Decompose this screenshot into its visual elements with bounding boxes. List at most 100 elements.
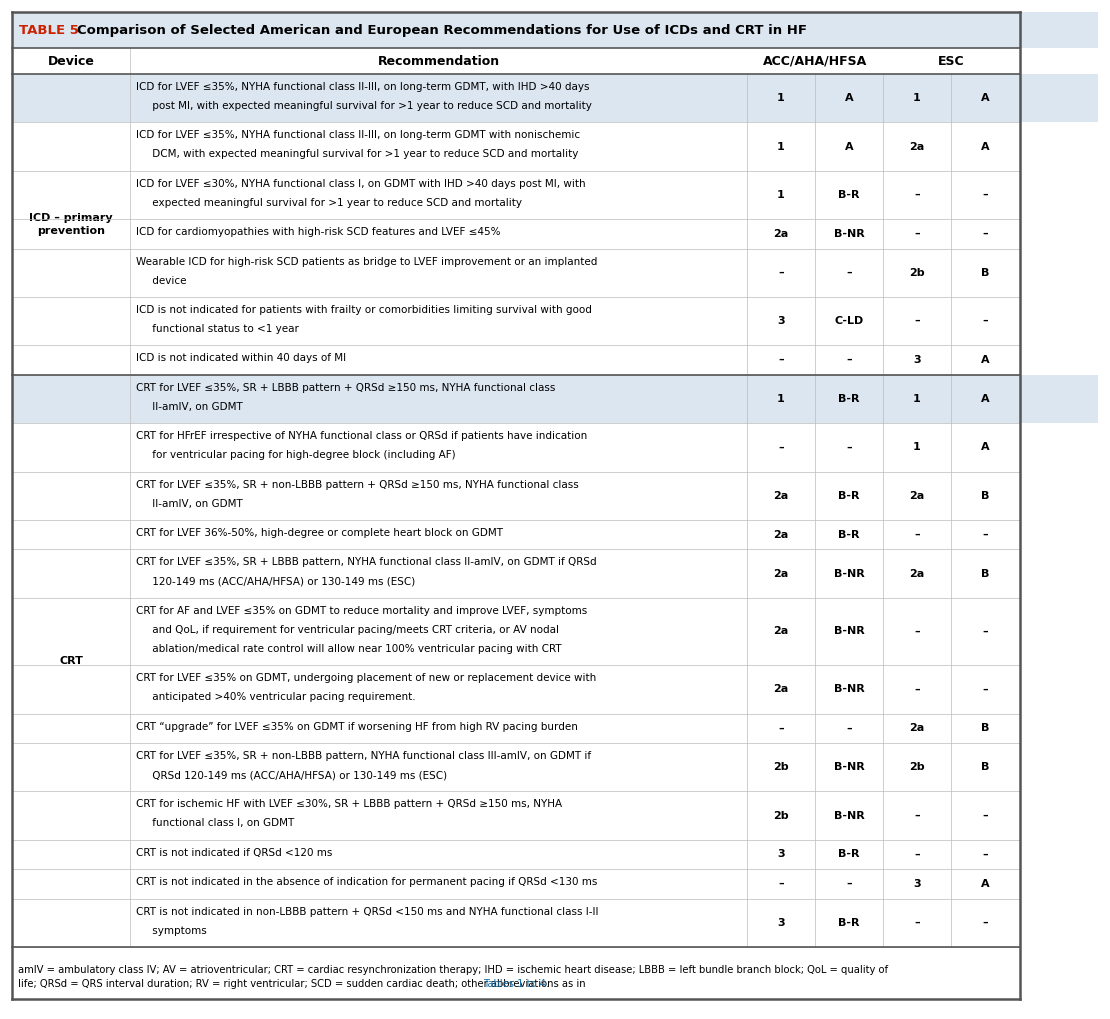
Text: 2a: 2a [774,685,788,694]
Text: B-NR: B-NR [834,810,865,820]
Text: –: – [778,268,784,278]
Text: ICD is not indicated for patients with frailty or comorbidities limiting surviva: ICD is not indicated for patients with f… [137,305,592,315]
Text: B-NR: B-NR [834,685,865,694]
Text: functional status to <1 year: functional status to <1 year [137,324,299,334]
Text: for ventricular pacing for high-degree block (including AF): for ventricular pacing for high-degree b… [137,450,455,461]
Text: life; QRSd = QRS interval duration; RV = right ventricular; SCD = sudden cardiac: life; QRSd = QRS interval duration; RV =… [18,979,588,989]
Text: CRT is not indicated in the absence of indication for permanent pacing if QRSd <: CRT is not indicated in the absence of i… [137,877,597,888]
Text: –: – [846,268,851,278]
Text: QRSd 120-149 ms (ACC/AHA/HFSA) or 130-149 ms (ESC): QRSd 120-149 ms (ACC/AHA/HFSA) or 130-14… [137,770,447,780]
Text: B-R: B-R [838,918,860,928]
Text: –: – [915,918,920,928]
Text: A: A [981,355,990,365]
Text: functional class I, on GDMT: functional class I, on GDMT [137,818,294,828]
Bar [12,297,1098,345]
Text: 3: 3 [777,918,785,928]
Bar [12,840,1098,869]
Text: –: – [982,316,988,326]
Bar [12,171,1098,219]
Bar [12,219,1098,249]
Text: CRT for LVEF ≤35%, SR + non-LBBB pattern + QRSd ≥150 ms, NYHA functional class: CRT for LVEF ≤35%, SR + non-LBBB pattern… [137,480,578,490]
Text: 2a: 2a [909,569,925,579]
Bar [12,869,1098,899]
Bar [12,345,1098,375]
Text: –: – [915,229,920,238]
Bar [12,665,1098,713]
Text: ICD for LVEF ≤35%, NYHA functional class II-III, on long-term GDMT with nonische: ICD for LVEF ≤35%, NYHA functional class… [137,130,581,141]
Text: 1: 1 [777,394,785,404]
Text: –: – [982,627,988,637]
Text: B: B [981,723,990,734]
Bar [12,249,1098,297]
Text: ESC: ESC [938,54,965,67]
Text: 2a: 2a [774,229,788,238]
Text: 1: 1 [914,442,921,452]
Text: amIV = ambulatory class IV; AV = atrioventricular; CRT = cardiac resynchronizati: amIV = ambulatory class IV; AV = atriove… [18,965,888,975]
Bar [12,74,1098,122]
Text: –: – [778,442,784,452]
Text: II-amIV, on GDMT: II-amIV, on GDMT [137,498,243,508]
Text: 2b: 2b [774,810,789,820]
Text: device: device [137,276,186,285]
Text: B-R: B-R [838,491,860,500]
Text: 2a: 2a [774,569,788,579]
Text: 1: 1 [914,394,921,404]
Text: post MI, with expected meaningful survival for >1 year to reduce SCD and mortali: post MI, with expected meaningful surviv… [137,101,592,111]
Text: Tables 1 to 4.: Tables 1 to 4. [483,979,549,989]
Text: anticipated >40% ventricular pacing requirement.: anticipated >40% ventricular pacing requ… [137,692,415,702]
Text: B-R: B-R [838,190,860,200]
Bar [12,122,1098,171]
Bar [12,713,1098,743]
Text: –: – [778,723,784,734]
Bar [12,12,1098,48]
Text: –: – [778,355,784,365]
Text: TABLE 5: TABLE 5 [19,23,79,37]
Text: –: – [846,879,851,889]
Text: –: – [915,530,920,540]
Text: 2a: 2a [774,530,788,540]
Bar [12,423,1098,472]
Text: B-NR: B-NR [834,229,865,238]
Bar [12,598,1098,665]
Text: –: – [915,316,920,326]
Text: ICD is not indicated within 40 days of MI: ICD is not indicated within 40 days of M… [137,354,346,364]
Text: Comparison of Selected American and European Recommendations for Use of ICDs and: Comparison of Selected American and Euro… [77,23,807,37]
Text: –: – [982,850,988,859]
Text: –: – [982,918,988,928]
Text: 3: 3 [914,879,921,889]
Text: –: – [778,879,784,889]
Text: –: – [982,190,988,200]
Text: A: A [981,879,990,889]
Text: CRT for LVEF ≤35% on GDMT, undergoing placement of new or replacement device wit: CRT for LVEF ≤35% on GDMT, undergoing pl… [137,674,596,683]
Text: 3: 3 [777,316,785,326]
Text: –: – [915,627,920,637]
Text: B-NR: B-NR [834,627,865,637]
Text: ICD for cardiomyopathies with high-risk SCD features and LVEF ≤45%: ICD for cardiomyopathies with high-risk … [137,227,501,237]
Text: A: A [981,142,990,152]
Text: CRT “upgrade” for LVEF ≤35% on GDMT if worsening HF from high RV pacing burden: CRT “upgrade” for LVEF ≤35% on GDMT if w… [137,721,578,732]
Text: 120-149 ms (ACC/AHA/HFSA) or 130-149 ms (ESC): 120-149 ms (ACC/AHA/HFSA) or 130-149 ms … [137,577,415,587]
Text: Wearable ICD for high-risk SCD patients as bridge to LVEF improvement or an impl: Wearable ICD for high-risk SCD patients … [137,257,597,267]
Text: B-NR: B-NR [834,569,865,579]
Text: 2b: 2b [909,762,925,772]
Text: 2a: 2a [909,491,925,500]
Text: A: A [981,394,990,404]
Text: CRT for LVEF 36%-50%, high-degree or complete heart block on GDMT: CRT for LVEF 36%-50%, high-degree or com… [137,528,503,538]
Text: 2a: 2a [774,491,788,500]
Text: 2a: 2a [774,627,788,637]
Text: A: A [981,93,990,103]
Text: and QoL, if requirement for ventricular pacing/meets CRT criteria, or AV nodal: and QoL, if requirement for ventricular … [137,625,559,635]
Text: 1: 1 [777,93,785,103]
Text: CRT for HFrEF irrespective of NYHA functional class or QRSd if patients have ind: CRT for HFrEF irrespective of NYHA funct… [137,431,587,441]
Text: –: – [982,810,988,820]
Text: –: – [846,355,851,365]
Text: A: A [981,442,990,452]
Text: II-amIV, on GDMT: II-amIV, on GDMT [137,401,243,412]
Text: –: – [982,229,988,238]
Text: B-R: B-R [838,530,860,540]
Bar [12,472,1098,520]
Text: 1: 1 [914,93,921,103]
Text: expected meaningful survival for >1 year to reduce SCD and mortality: expected meaningful survival for >1 year… [137,198,522,208]
Text: 2a: 2a [909,142,925,152]
Text: CRT for LVEF ≤35%, SR + LBBB pattern + QRSd ≥150 ms, NYHA functional class: CRT for LVEF ≤35%, SR + LBBB pattern + Q… [137,383,555,393]
